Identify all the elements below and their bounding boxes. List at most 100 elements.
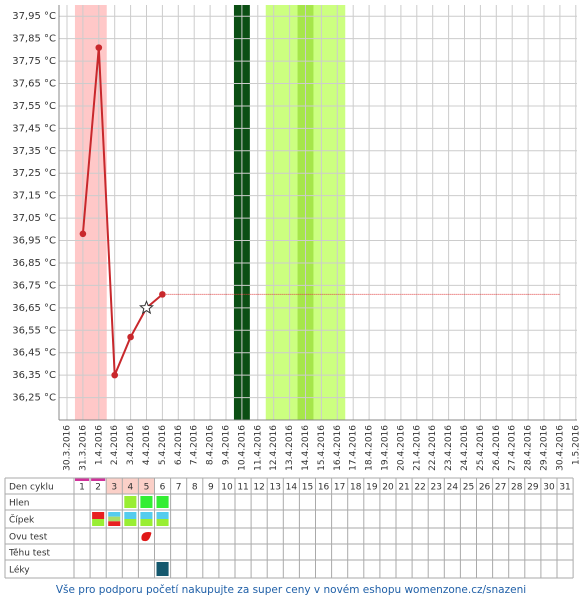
- cell-fill: [156, 496, 169, 508]
- x-tick-label: 13.4.2016: [285, 425, 295, 471]
- day-number: 20: [382, 483, 394, 493]
- x-tick-label: 21.4.2016: [412, 425, 422, 471]
- y-tick-label: 36,95 °C: [12, 236, 56, 247]
- day-number: 12: [253, 483, 264, 493]
- cell-fill: [156, 512, 169, 519]
- y-tick-label: 36,65 °C: [12, 303, 56, 314]
- x-tick-label: 25.4.2016: [476, 425, 486, 471]
- y-tick-label: 36,85 °C: [12, 258, 56, 269]
- day-number: 18: [350, 483, 362, 493]
- y-tick-label: 37,45 °C: [12, 123, 56, 134]
- x-tick-label: 17.4.2016: [349, 425, 359, 471]
- day-number: 3: [111, 483, 117, 493]
- day-number: 13: [270, 483, 281, 493]
- day-number: 6: [160, 483, 166, 493]
- day-number: 26: [479, 483, 491, 493]
- x-tick-label: 1.4.2016: [94, 425, 104, 465]
- x-tick-label: 24.4.2016: [460, 425, 470, 471]
- x-tick-label: 8.4.2016: [206, 425, 216, 465]
- medication: [156, 562, 169, 576]
- y-tick-label: 37,65 °C: [12, 79, 56, 90]
- x-tick-label: 10.4.2016: [237, 425, 247, 471]
- day-number: 24: [447, 483, 459, 493]
- y-tick-label: 37,55 °C: [12, 101, 56, 112]
- day-number: 27: [495, 483, 506, 493]
- day-number: 17: [334, 483, 345, 493]
- day-number: 29: [527, 483, 539, 493]
- point: [79, 230, 87, 238]
- day-number: 28: [511, 483, 523, 493]
- x-tick-label: 2.4.2016: [110, 425, 120, 465]
- point: [127, 333, 134, 341]
- cell-fill: [92, 512, 105, 519]
- point: [95, 44, 103, 51]
- row-label: Hlen: [9, 499, 30, 509]
- light-day: [122, 478, 139, 494]
- day-number: 1: [79, 483, 85, 493]
- x-tick-label: 27.4.2016: [508, 425, 518, 471]
- period-day: [91, 478, 106, 481]
- x-tick-label: 22.4.2016: [428, 425, 438, 471]
- x-tick-label: 23.4.2016: [444, 425, 454, 471]
- day-number: 14: [286, 483, 298, 493]
- y-tick-label: 37,35 °C: [12, 146, 56, 157]
- y-tick-label: 36,55 °C: [12, 325, 56, 336]
- day-number: 22: [414, 483, 425, 493]
- footer: Vše pro podporu početí nakupujte za supe…: [56, 584, 526, 596]
- cell-fill: [140, 512, 153, 519]
- row-label: Den cyklu: [9, 483, 54, 493]
- x-tick-label: 30.3.2016: [63, 425, 73, 471]
- x-tick-label: 6.4.2016: [174, 425, 184, 465]
- day-number: 25: [463, 483, 474, 493]
- x-tick-label: 30.4.2016: [555, 425, 565, 471]
- day-number: 10: [221, 483, 233, 493]
- y-tick-label: 37,85 °C: [12, 34, 56, 45]
- y-tick-label: 36,25 °C: [12, 393, 56, 404]
- x-tick-label: 29.4.2016: [540, 425, 550, 471]
- x-tick-label: 3.4.2016: [126, 425, 136, 465]
- cell-fill: [108, 521, 121, 526]
- row-label: Ovu test: [9, 533, 48, 543]
- row-label: Léky: [9, 565, 30, 576]
- light-day: [138, 478, 155, 494]
- x-tick-label: 28.4.2016: [524, 425, 534, 471]
- y-tick-label: 37,25 °C: [12, 168, 56, 179]
- x-tick-label: 20.4.2016: [396, 425, 406, 471]
- x-tick-label: 18.4.2016: [365, 425, 375, 471]
- cell-fill: [124, 519, 137, 526]
- cell-fill: [124, 496, 137, 508]
- x-tick-label: 26.4.2016: [492, 425, 502, 471]
- cell-fill: [92, 519, 105, 526]
- day-number: 21: [398, 483, 409, 493]
- period-day: [75, 478, 90, 481]
- x-tick-label: 11.4.2016: [253, 425, 263, 471]
- y-tick-label: 37,15 °C: [12, 191, 56, 202]
- x-tick-label: 14.4.2016: [301, 425, 311, 471]
- row-label: Čípek: [9, 514, 35, 526]
- x-tick-label: 5.4.2016: [158, 425, 168, 465]
- x-tick-label: 16.4.2016: [333, 425, 343, 471]
- point-star: [139, 299, 154, 315]
- x-tick-label: 1.5.2016: [571, 425, 581, 465]
- y-tick-label: 37,75 °C: [12, 56, 56, 67]
- y-tick-label: 36,35 °C: [12, 370, 56, 381]
- cell-fill: [108, 516, 121, 522]
- x-tick-label: 12.4.2016: [269, 425, 279, 471]
- cell-fill: [140, 496, 153, 508]
- day-number: 9: [208, 483, 214, 493]
- x-tick-label: 7.4.2016: [190, 425, 200, 465]
- cell-fill: [156, 519, 169, 526]
- y-tick-label: 36,45 °C: [12, 348, 56, 359]
- light-day: [106, 478, 123, 494]
- day-number: 7: [176, 483, 182, 493]
- cell-fill: [124, 512, 137, 519]
- x-tick-label: 9.4.2016: [222, 425, 232, 465]
- day-number: 11: [237, 483, 248, 493]
- day-number: 30: [543, 483, 555, 493]
- band: [74, 5, 107, 420]
- y-tick-label: 37,95 °C: [12, 11, 56, 22]
- x-tick-label: 31.3.2016: [78, 425, 88, 471]
- row-label: Těhu test: [8, 549, 51, 559]
- x-tick-label: 19.4.2016: [381, 425, 391, 471]
